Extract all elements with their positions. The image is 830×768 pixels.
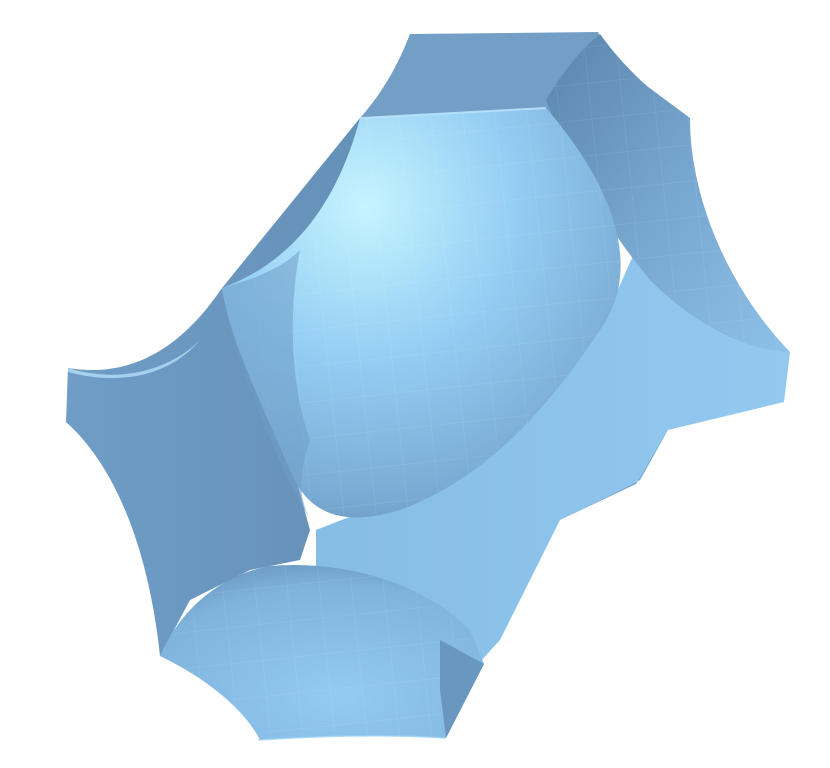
bottom-right-facet [440,640,484,738]
main-dome-facets [222,108,621,518]
dome-left-rim [222,250,316,528]
top-right-corner-facets [546,34,790,352]
right-face [316,240,790,662]
dome-outline [359,107,547,119]
bottom-outline [257,735,447,741]
bottom-dome-facets [160,564,484,740]
left-rim [68,340,200,379]
